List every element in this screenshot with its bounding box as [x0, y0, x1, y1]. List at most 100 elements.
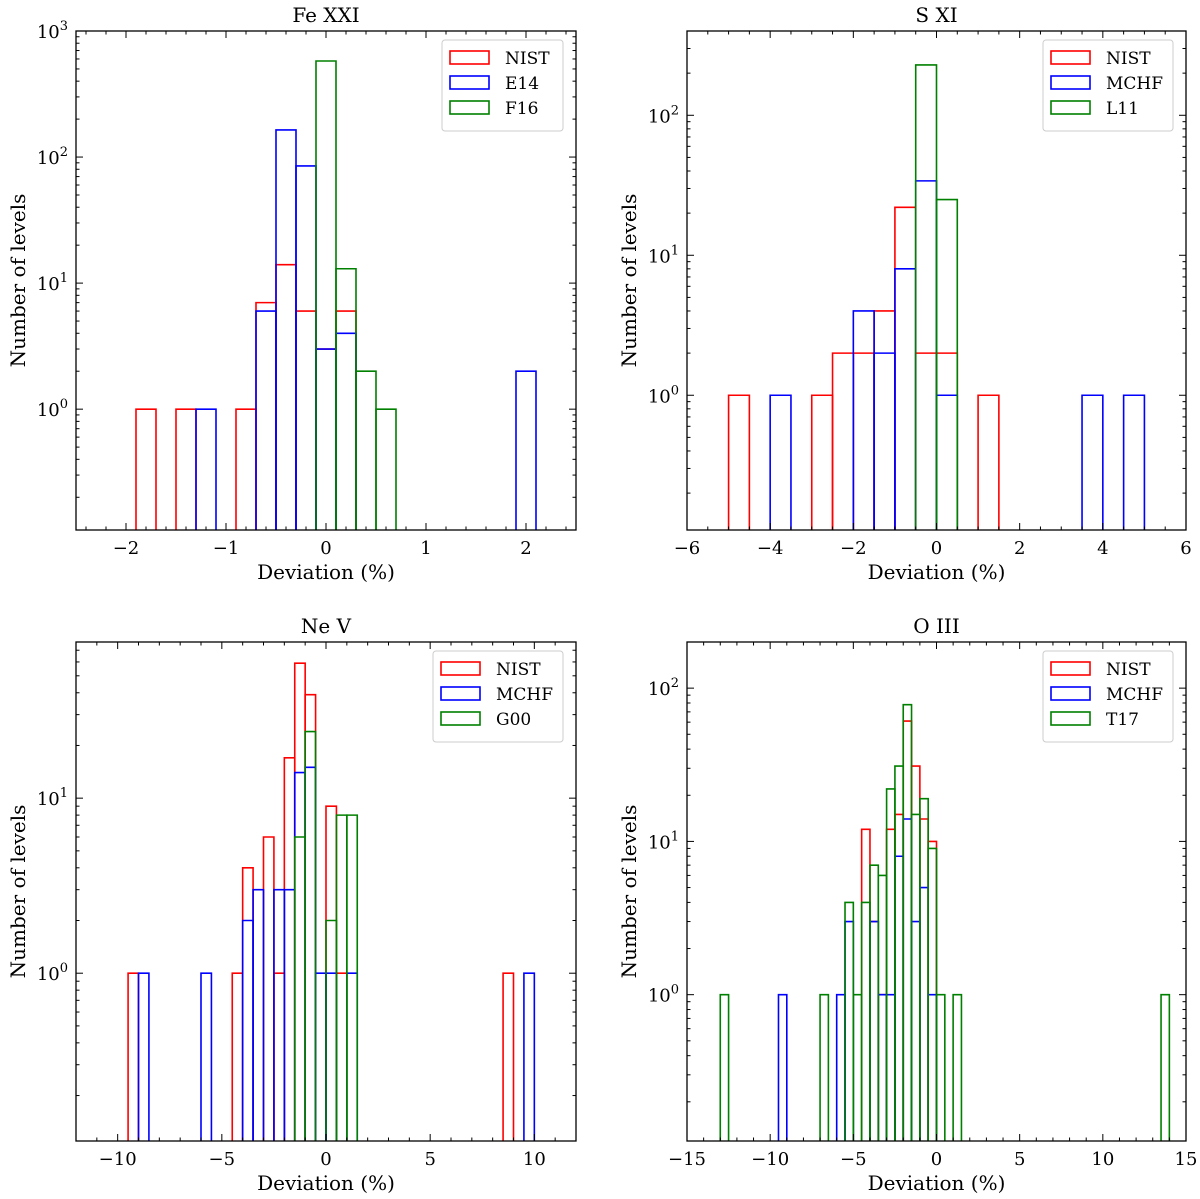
legend: NIST E14 F16 — [441, 39, 564, 132]
legend-label: NIST — [505, 49, 550, 69]
histogram-bin — [910, 765, 921, 1141]
y-tick-base: 10 — [37, 400, 60, 421]
histogram-bin — [894, 813, 905, 1141]
histogram-bin — [355, 370, 377, 530]
series-nist — [727, 206, 1000, 530]
y-axis-label: Number of levels — [617, 194, 641, 368]
y-tick-base: 10 — [37, 148, 60, 169]
legend: NIST MCHF G00 — [432, 650, 564, 743]
legend-box — [441, 39, 564, 132]
histograms — [127, 662, 536, 1141]
y-tick-exponent: 2 — [60, 145, 68, 160]
histogram-bin — [927, 993, 938, 1141]
y-tick-label: 101 — [648, 243, 679, 267]
x-tick-label: 1 — [420, 538, 431, 559]
x-tick-label: 5 — [424, 1149, 435, 1170]
y-axis-label: Number of levels — [617, 805, 641, 979]
legend-item-mchf: MCHF — [440, 685, 553, 705]
y-tick-base: 10 — [648, 679, 671, 700]
x-tick-label: 6 — [1180, 538, 1191, 559]
legend-swatch — [1050, 50, 1091, 65]
histogram-bin — [910, 813, 921, 1141]
legend-swatch — [1050, 75, 1091, 90]
histogram-bin — [283, 757, 296, 1141]
series-e14 — [195, 129, 537, 530]
x-tick-label: −1 — [213, 538, 240, 559]
x-tick-label: −6 — [674, 538, 701, 559]
legend-swatch — [449, 50, 490, 65]
y-tick-base: 10 — [648, 106, 671, 127]
histogram-bin — [885, 788, 896, 1141]
panel-o-iii: O III Deviation (%) Number of levels −15… — [617, 614, 1197, 1195]
y-tick-label: 103 — [37, 19, 68, 43]
legend-box — [432, 650, 564, 743]
series-mchf — [777, 818, 938, 1141]
legend-label: NIST — [496, 660, 541, 680]
histogram-bin — [902, 720, 913, 1141]
y-tick-label: 101 — [648, 829, 679, 853]
x-tick-label: −2 — [113, 538, 140, 559]
histogram-bin — [315, 60, 337, 530]
y-tick-label: 101 — [37, 271, 68, 295]
histogram-bin — [727, 394, 751, 530]
x-axis-label: Deviation (%) — [257, 1171, 395, 1195]
y-tick-exponent: 3 — [60, 19, 68, 34]
histogram-bin — [325, 805, 338, 1141]
histogram-bin — [295, 310, 317, 530]
y-tick-exponent: 1 — [671, 829, 679, 844]
y-tick-exponent: 2 — [671, 676, 679, 691]
histogram-bin — [885, 828, 896, 1141]
histogram-bin — [910, 920, 921, 1141]
histograms — [719, 703, 1171, 1141]
x-tick-label: 15 — [1175, 1149, 1198, 1170]
histogram-bin — [873, 352, 896, 530]
histogram-bin — [835, 993, 846, 1141]
x-axis-label: Deviation (%) — [868, 560, 1006, 584]
histogram-bin — [137, 972, 150, 1141]
histogram-bin — [844, 920, 855, 1141]
x-tick-label: −5 — [209, 1149, 236, 1170]
histogram-bin — [819, 993, 830, 1141]
x-ticks: −6 −4 −2 0 2 4 6 — [674, 31, 1192, 559]
histogram-bin — [935, 993, 946, 1141]
y-tick-base: 10 — [648, 246, 671, 267]
x-ticks: −2 −1 0 1 2 — [85, 31, 567, 559]
legend-swatch — [1050, 100, 1091, 115]
histogram-bin — [935, 352, 959, 530]
y-tick-label: 100 — [37, 397, 68, 421]
histogram-bin — [914, 180, 938, 530]
histogram-bin — [523, 972, 536, 1141]
legend-item-nist: NIST — [440, 660, 541, 680]
y-tick-label: 102 — [648, 103, 679, 127]
legend-label: MCHF — [1106, 74, 1163, 94]
histogram-bin — [894, 765, 905, 1141]
histogram-bin — [375, 408, 397, 530]
histogram-bin — [515, 370, 537, 530]
legend-label: NIST — [1106, 660, 1151, 680]
legend-label: E14 — [505, 74, 539, 94]
series-nist — [135, 263, 357, 530]
histogram-bin — [175, 408, 197, 530]
histogram-bin — [135, 408, 157, 530]
histogram-bin — [852, 993, 863, 1141]
y-tick-exponent: 0 — [671, 983, 679, 998]
legend-label: MCHF — [496, 685, 553, 705]
x-tick-label: 0 — [320, 538, 331, 559]
y-tick-exponent: 0 — [671, 383, 679, 398]
y-tick-label: 100 — [648, 983, 679, 1007]
y-tick-exponent: 0 — [60, 961, 68, 976]
series-g00 — [293, 730, 359, 1141]
histogram-bin — [127, 972, 140, 1141]
histogram-bin — [335, 310, 357, 530]
y-tick-base: 10 — [648, 832, 671, 853]
legend-swatch — [449, 75, 490, 90]
histogram-bin — [919, 818, 929, 1141]
legend-label: NIST — [1106, 49, 1151, 69]
histogram-bin — [1160, 993, 1171, 1141]
y-tick-exponent: 1 — [60, 271, 68, 286]
histogram-bin — [860, 828, 871, 1141]
panel-title: Fe XXI — [292, 3, 359, 27]
histogram-bin — [894, 206, 917, 530]
